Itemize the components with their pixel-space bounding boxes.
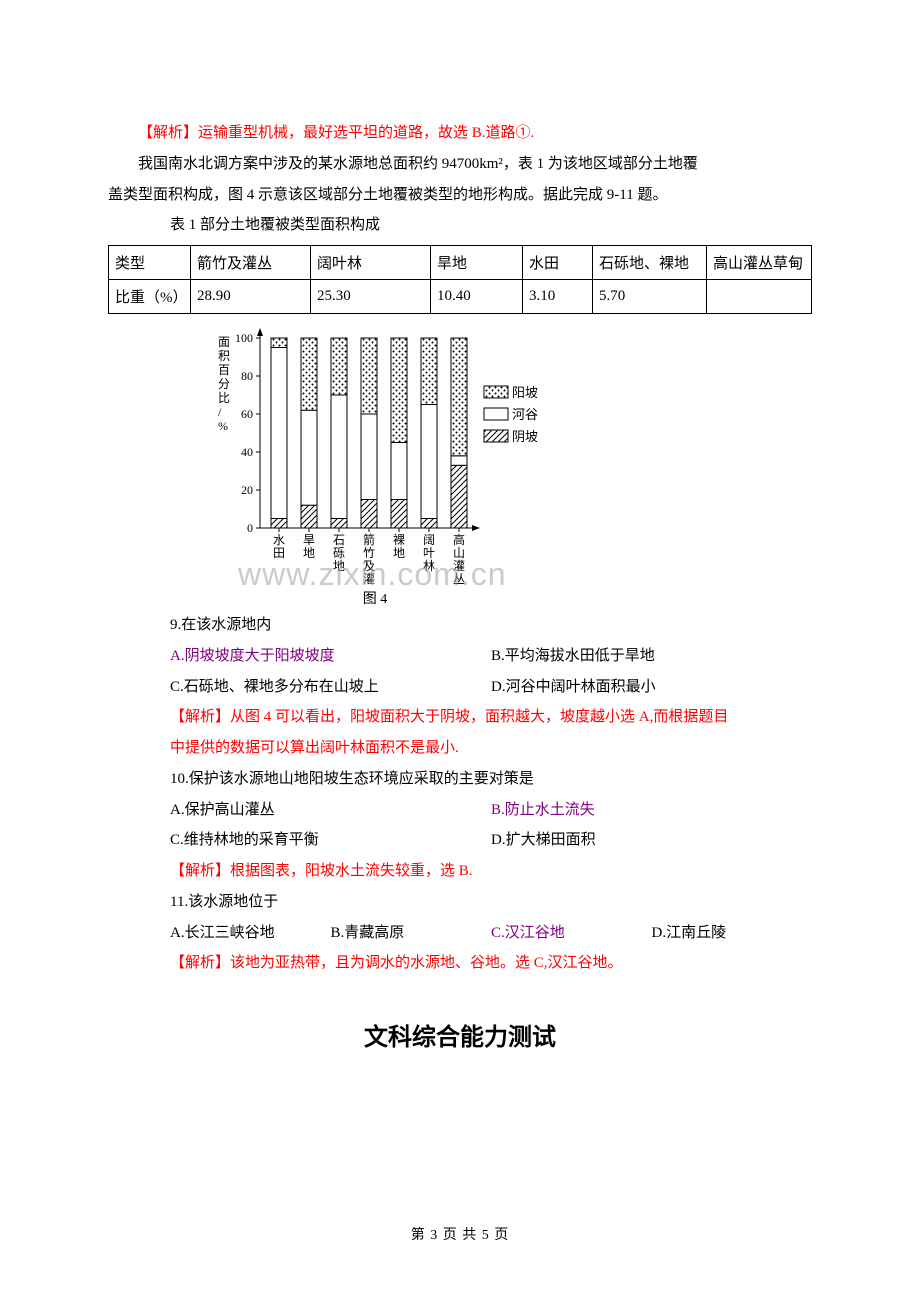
q11-option-d: D.江南丘陵 [652, 918, 813, 949]
svg-text:阳坡: 阳坡 [512, 385, 538, 400]
option-row: A.阴坡坡度大于阳坡坡度B.平均海拔水田低于旱地 [108, 641, 812, 672]
svg-text:河谷: 河谷 [512, 407, 538, 422]
svg-text:地: 地 [303, 546, 315, 560]
svg-text:及: 及 [363, 559, 375, 573]
analysis-text: 从图 4 可以看出，阳坡面积大于阴坡，面积越大，坡度越小选 A,而根据题目 [230, 709, 728, 725]
table-cell: 3.10 [523, 280, 593, 314]
analysis-8: 【解析】运输重型机械，最好选平坦的道路，故选 B.道路①. [108, 118, 812, 149]
q9-stem: 9.在该水源地内 [108, 610, 812, 641]
analysis-label: 【解析】 [170, 955, 230, 971]
q9-option-c: C.石砾地、裸地多分布在山坡上 [170, 672, 491, 703]
svg-text:箭: 箭 [363, 532, 375, 547]
table-caption: 表 1 部分土地覆被类型面积构成 [108, 210, 812, 241]
land-cover-table: 类型 箭竹及灌丛 阔叶林 旱地 水田 石砾地、裸地 高山灌丛草甸 比重（%） 2… [108, 245, 812, 314]
page-content: 【解析】运输重型机械，最好选平坦的道路，故选 B.道路①. 我国南水北调方案中涉… [0, 0, 920, 1052]
q10-stem: 10.保护该水源地山地阳坡生态环境应采取的主要对策是 [108, 764, 812, 795]
option-row: C.石砾地、裸地多分布在山坡上D.河谷中阔叶林面积最小 [108, 672, 812, 703]
analysis-label: 【解析】 [170, 709, 230, 725]
svg-text:60: 60 [241, 407, 253, 421]
table-cell: 水田 [523, 246, 593, 280]
svg-text:/: / [218, 405, 222, 419]
intro-line-1: 我国南水北调方案中涉及的某水源地总面积约 94700km²，表 1 为该地区域部… [108, 149, 812, 180]
table-cell: 箭竹及灌丛 [191, 246, 311, 280]
svg-text:高: 高 [453, 532, 465, 547]
table-cell: 类型 [109, 246, 191, 280]
q9-option-d: D.河谷中阔叶林面积最小 [491, 672, 812, 703]
svg-text:地: 地 [333, 559, 345, 573]
svg-text:林: 林 [423, 559, 435, 573]
svg-text:100: 100 [235, 331, 253, 345]
page-footer: 第 3 页 共 5 页 [0, 1224, 920, 1244]
q11-option-a: A.长江三峡谷地 [170, 918, 331, 949]
q10-option-d: D.扩大梯田面积 [491, 825, 812, 856]
analysis-text: 运输重型机械，最好选平坦的道路，故选 B.道路①. [198, 125, 534, 141]
svg-text:裸: 裸 [393, 532, 405, 547]
table-cell: 阔叶林 [311, 246, 431, 280]
svg-text:竹: 竹 [363, 546, 375, 560]
analysis-text: 该地为亚热带，且为调水的水源地、谷地。选 C,汉江谷地。 [230, 955, 623, 971]
svg-text:灌: 灌 [363, 572, 375, 586]
table-row: 类型 箭竹及灌丛 阔叶林 旱地 水田 石砾地、裸地 高山灌丛草甸 [109, 246, 812, 280]
svg-text:丛: 丛 [453, 572, 465, 586]
q9-option-b: B.平均海拔水田低于旱地 [491, 641, 812, 672]
intro-line-2: 盖类型面积构成，图 4 示意该区域部分土地覆被类型的地形构成。据此完成 9-11… [108, 180, 812, 211]
section-title: 文科综合能力测试 [108, 1017, 812, 1052]
q11-option-b: B.青藏高原 [331, 918, 492, 949]
q10-option-a: A.保护高山灌丛 [170, 795, 491, 826]
q11-option-c: C.汉江谷地 [491, 918, 652, 949]
svg-text:田: 田 [273, 546, 285, 560]
svg-text:80: 80 [241, 369, 253, 383]
svg-text:20: 20 [241, 483, 253, 497]
table-cell: 25.30 [311, 280, 431, 314]
svg-text:积: 积 [218, 349, 230, 363]
terrain-chart: 020406080100面积百分比/%水田旱地石砾地箭竹及灌丛裸地阔叶林高山灌丛… [200, 326, 550, 586]
svg-text:水: 水 [273, 533, 285, 547]
q11-stem: 11.该水源地位于 [108, 887, 812, 918]
analysis-label: 【解析】 [170, 863, 230, 879]
table-cell: 28.90 [191, 280, 311, 314]
svg-text:40: 40 [241, 445, 253, 459]
svg-text:石: 石 [333, 533, 345, 547]
svg-text:旱: 旱 [303, 533, 315, 547]
q9-option-a: A.阴坡坡度大于阳坡坡度 [170, 641, 491, 672]
q9-exp-1: 【解析】从图 4 可以看出，阳坡面积大于阴坡，面积越大，坡度越小选 A,而根据题… [108, 702, 812, 733]
svg-text:叶: 叶 [423, 546, 435, 560]
chart-container: 020406080100面积百分比/%水田旱地石砾地箭竹及灌丛裸地阔叶林高山灌丛… [200, 326, 550, 608]
q11-exp: 【解析】该地为亚热带，且为调水的水源地、谷地。选 C,汉江谷地。 [108, 948, 812, 979]
q10-option-b: B.防止水土流失 [491, 795, 812, 826]
svg-text:山: 山 [453, 546, 465, 560]
svg-text:%: % [218, 419, 228, 433]
table-row: 比重（%） 28.90 25.30 10.40 3.10 5.70 [109, 280, 812, 314]
svg-text:0: 0 [247, 521, 253, 535]
svg-text:面: 面 [218, 335, 230, 349]
table-cell [707, 280, 812, 314]
svg-text:丛: 丛 [363, 585, 375, 586]
table-cell: 比重（%） [109, 280, 191, 314]
svg-text:草: 草 [453, 585, 465, 586]
svg-text:灌: 灌 [453, 559, 465, 573]
chart-caption: 图 4 [200, 588, 550, 608]
svg-text:百: 百 [218, 363, 230, 377]
svg-text:砾: 砾 [333, 546, 345, 560]
table-cell: 5.70 [593, 280, 707, 314]
table-cell: 10.40 [431, 280, 523, 314]
table-cell: 高山灌丛草甸 [707, 246, 812, 280]
analysis-label: 【解析】 [138, 125, 198, 141]
option-row: A.长江三峡谷地B.青藏高原C.汉江谷地D.江南丘陵 [108, 918, 812, 949]
option-row: C.维持林地的采育平衡D.扩大梯田面积 [108, 825, 812, 856]
svg-text:阔: 阔 [423, 533, 435, 547]
svg-text:分: 分 [218, 377, 230, 391]
q10-exp: 【解析】根据图表，阳坡水土流失较重，选 B. [108, 856, 812, 887]
q9-exp-2: 中提供的数据可以算出阔叶林面积不是最小. [108, 733, 812, 764]
svg-text:比: 比 [218, 391, 230, 405]
svg-text:阴坡: 阴坡 [512, 429, 538, 444]
q10-option-c: C.维持林地的采育平衡 [170, 825, 491, 856]
analysis-text: 根据图表，阳坡水土流失较重，选 B. [230, 863, 473, 879]
table-cell: 石砾地、裸地 [593, 246, 707, 280]
option-row: A.保护高山灌丛B.防止水土流失 [108, 795, 812, 826]
svg-text:地: 地 [393, 546, 405, 560]
table-cell: 旱地 [431, 246, 523, 280]
